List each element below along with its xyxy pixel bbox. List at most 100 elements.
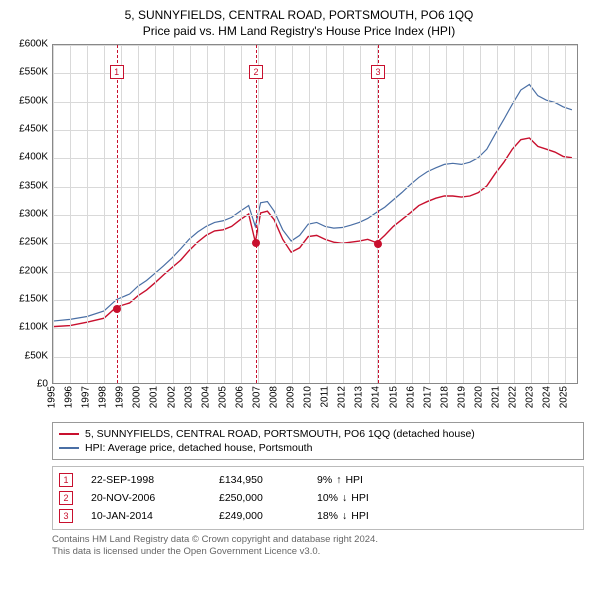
y-tick-label: £200K	[19, 265, 48, 276]
x-tick-label: 2000	[132, 386, 143, 408]
gridline-h	[53, 158, 577, 159]
x-tick-label: 2014	[371, 386, 382, 408]
sale-number-box: 3	[59, 509, 73, 523]
gridline-v	[446, 45, 447, 383]
gridline-h	[53, 73, 577, 74]
gridline-v	[343, 45, 344, 383]
series-property	[53, 138, 572, 327]
gridline-v	[463, 45, 464, 383]
y-tick-label: £50K	[25, 350, 48, 361]
x-tick-label: 2019	[456, 386, 467, 408]
gridline-v	[531, 45, 532, 383]
gridline-v	[121, 45, 122, 383]
x-tick-label: 2008	[269, 386, 280, 408]
footnote-line: This data is licensed under the Open Gov…	[52, 546, 584, 558]
x-tick-label: 1995	[47, 386, 58, 408]
sale-marker-box: 3	[371, 65, 385, 79]
footnote: Contains HM Land Registry data © Crown c…	[52, 534, 584, 558]
sale-number-box: 1	[59, 473, 73, 487]
legend-label: 5, SUNNYFIELDS, CENTRAL ROAD, PORTSMOUTH…	[85, 428, 475, 440]
x-tick-label: 2017	[422, 386, 433, 408]
gridline-v	[514, 45, 515, 383]
sale-diff-label: HPI	[345, 474, 363, 486]
x-tick-label: 2025	[559, 386, 570, 408]
gridline-v	[326, 45, 327, 383]
chart-title: 5, SUNNYFIELDS, CENTRAL ROAD, PORTSMOUTH…	[8, 8, 590, 22]
x-tick-label: 2023	[525, 386, 536, 408]
gridline-v	[497, 45, 498, 383]
y-axis: £0£50K£100K£150K£200K£250K£300K£350K£400…	[8, 44, 50, 384]
gridline-v	[480, 45, 481, 383]
gridline-v	[275, 45, 276, 383]
gridline-h	[53, 102, 577, 103]
y-tick-label: £550K	[19, 67, 48, 78]
x-tick-label: 2002	[166, 386, 177, 408]
legend-label: HPI: Average price, detached house, Port…	[85, 442, 312, 454]
legend-swatch	[59, 433, 79, 435]
gridline-v	[53, 45, 54, 383]
gridline-v	[429, 45, 430, 383]
sale-row: 122-SEP-1998£134,9509%↑HPI	[59, 471, 577, 489]
x-tick-label: 2021	[491, 386, 502, 408]
gridline-v	[173, 45, 174, 383]
chart-area: £0£50K£100K£150K£200K£250K£300K£350K£400…	[8, 44, 588, 414]
y-tick-label: £600K	[19, 39, 48, 50]
x-tick-label: 2015	[388, 386, 399, 408]
gridline-v	[87, 45, 88, 383]
gridline-v	[207, 45, 208, 383]
x-tick-label: 2022	[508, 386, 519, 408]
legend-row: 5, SUNNYFIELDS, CENTRAL ROAD, PORTSMOUTH…	[59, 427, 577, 441]
legend: 5, SUNNYFIELDS, CENTRAL ROAD, PORTSMOUTH…	[52, 422, 584, 460]
x-tick-label: 2007	[251, 386, 262, 408]
sale-price: £134,950	[219, 474, 299, 486]
sale-diff: 18%↓HPI	[317, 510, 369, 522]
gridline-v	[395, 45, 396, 383]
x-tick-label: 2003	[183, 386, 194, 408]
x-tick-label: 1997	[81, 386, 92, 408]
gridline-h	[53, 243, 577, 244]
sale-vline	[378, 45, 379, 383]
x-axis: 1995199619971998199920002001200220032004…	[52, 386, 578, 414]
y-tick-label: £350K	[19, 180, 48, 191]
x-tick-label: 1999	[115, 386, 126, 408]
y-tick-label: £150K	[19, 294, 48, 305]
sale-dot	[374, 240, 382, 248]
sale-marker-box: 2	[249, 65, 263, 79]
x-tick-label: 2001	[149, 386, 160, 408]
gridline-v	[565, 45, 566, 383]
chart-container: 5, SUNNYFIELDS, CENTRAL ROAD, PORTSMOUTH…	[0, 0, 600, 590]
sales-table: 122-SEP-1998£134,9509%↑HPI220-NOV-2006£2…	[52, 466, 584, 530]
gridline-h	[53, 328, 577, 329]
legend-swatch	[59, 447, 79, 449]
gridline-h	[53, 45, 577, 46]
gridline-v	[292, 45, 293, 383]
sale-price: £249,000	[219, 510, 299, 522]
y-tick-label: £100K	[19, 322, 48, 333]
sale-date: 20-NOV-2006	[91, 492, 201, 504]
sale-diff-label: HPI	[351, 510, 369, 522]
y-tick-label: £500K	[19, 95, 48, 106]
plot-area: 1 2 3	[52, 44, 578, 384]
sale-row: 310-JAN-2014£249,00018%↓HPI	[59, 507, 577, 525]
arrow-down-icon: ↓	[342, 510, 347, 522]
y-tick-label: £400K	[19, 152, 48, 163]
x-tick-label: 2011	[320, 386, 331, 408]
x-tick-label: 1996	[64, 386, 75, 408]
gridline-v	[241, 45, 242, 383]
sale-marker-box: 1	[110, 65, 124, 79]
sale-date: 10-JAN-2014	[91, 510, 201, 522]
x-tick-label: 2009	[286, 386, 297, 408]
x-tick-label: 2016	[405, 386, 416, 408]
gridline-v	[190, 45, 191, 383]
gridline-v	[360, 45, 361, 383]
y-tick-label: £300K	[19, 209, 48, 220]
gridline-v	[412, 45, 413, 383]
sale-price: £250,000	[219, 492, 299, 504]
gridline-v	[155, 45, 156, 383]
x-tick-label: 2006	[234, 386, 245, 408]
sale-diff-pct: 10%	[317, 492, 338, 504]
sale-diff-pct: 9%	[317, 474, 332, 486]
x-tick-label: 2010	[303, 386, 314, 408]
y-tick-label: £450K	[19, 124, 48, 135]
series-hpi	[53, 84, 572, 321]
